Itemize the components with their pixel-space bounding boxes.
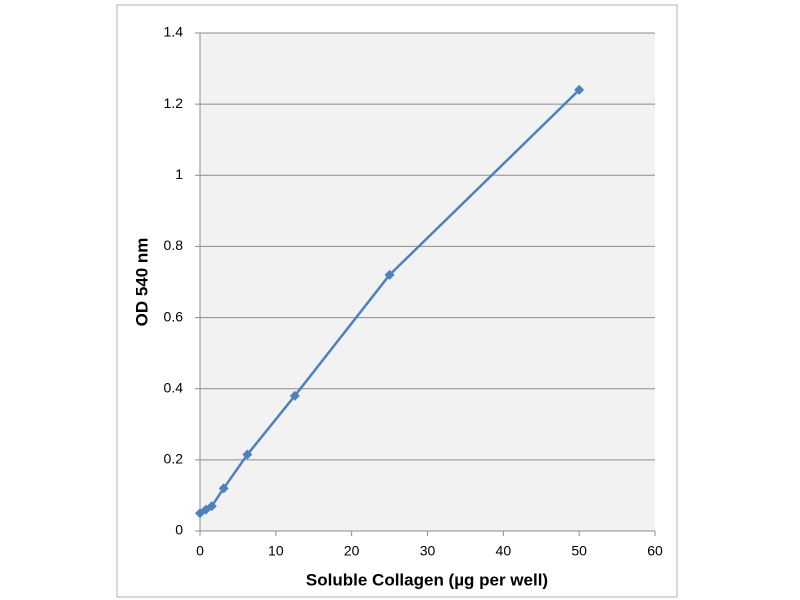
x-tick-label: 60 [647, 543, 663, 559]
y-axis-title: OD 540 nm [132, 238, 151, 327]
y-tick-label: 0.8 [164, 237, 184, 253]
data-point [574, 84, 585, 95]
plot-area [200, 33, 655, 531]
y-tick-label: 0 [175, 522, 183, 538]
x-tick-label: 10 [268, 543, 284, 559]
x-tick-label: 40 [496, 543, 512, 559]
data-point [206, 501, 217, 512]
x-tick-label: 0 [196, 543, 204, 559]
x-axis-title: Soluble Collagen (µg per well) [306, 570, 548, 589]
data-point [242, 449, 253, 460]
x-tick-label: 30 [420, 543, 436, 559]
y-tick-label: 0.6 [164, 308, 184, 324]
x-tick-label: 50 [571, 543, 587, 559]
data-point [384, 269, 395, 280]
y-tick-label: 1 [175, 166, 183, 182]
y-tick-label: 1.4 [164, 24, 184, 40]
x-tick-label: 20 [344, 543, 360, 559]
data-point [218, 483, 229, 494]
y-tick-label: 0.2 [164, 451, 184, 467]
y-tick-label: 0.4 [164, 379, 184, 395]
data-point [289, 390, 300, 401]
y-tick-label: 1.2 [164, 95, 184, 111]
